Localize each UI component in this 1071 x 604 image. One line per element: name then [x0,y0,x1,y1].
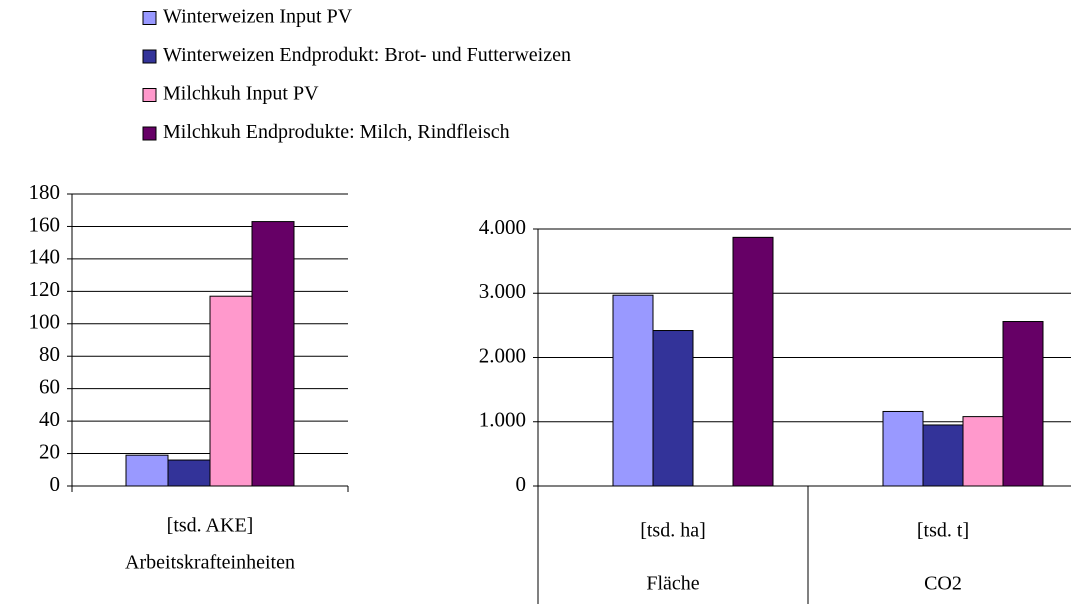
bar [922,424,964,487]
bar [1002,321,1044,487]
legend-swatch [142,49,157,64]
x-tick-label: [tsd. t] [917,520,969,542]
y-tick-label: 40 [39,407,60,431]
bar [652,330,694,487]
y-tick-label: 180 [29,180,61,204]
bar [732,236,774,487]
y-tick-label: 140 [29,245,61,269]
y-tick-label: 20 [39,439,60,463]
y-tick-label: 3.000 [479,279,526,303]
bar [251,221,295,487]
bar [209,295,253,487]
bar [962,416,1004,487]
bar [612,294,654,487]
y-tick-label: 80 [39,342,60,366]
legend-label: Winterweizen Input PV [163,6,353,28]
legend-label: Milchkuh Endprodukte: Milch, Rindfleisch [163,121,510,143]
y-tick-label: 2.000 [479,343,526,367]
bar [125,454,169,487]
legend-swatch [142,11,157,25]
group-label: Arbeitskrafteinheiten [125,552,295,574]
bar [167,459,211,487]
x-tick-label: [tsd. ha] [640,520,706,542]
y-tick-label: 4.000 [479,215,526,239]
legend-swatch [142,88,157,102]
y-tick-label: 0 [50,472,61,496]
legend-swatch [142,126,157,141]
group-label: Fläche [646,573,699,595]
legend-label: Milchkuh Input PV [163,83,319,105]
y-tick-label: 100 [29,310,61,334]
y-tick-label: 1.000 [479,408,526,432]
y-tick-label: 160 [29,212,61,236]
y-tick-label: 0 [516,472,527,496]
bar [882,410,924,487]
group-label: CO2 [924,573,962,595]
x-tick-label: [tsd. AKE] [167,515,254,537]
legend-label: Winterweizen Endprodukt: Brot- und Futte… [163,44,571,66]
y-tick-label: 120 [29,277,61,301]
y-tick-label: 60 [39,374,60,398]
